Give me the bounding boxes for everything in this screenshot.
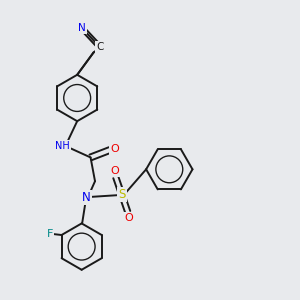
Text: O: O xyxy=(111,166,119,176)
Text: O: O xyxy=(110,144,119,154)
Text: C: C xyxy=(96,42,104,52)
Text: F: F xyxy=(46,229,53,239)
Text: N: N xyxy=(82,191,91,204)
Text: O: O xyxy=(124,213,133,224)
Text: NH: NH xyxy=(55,140,70,151)
Text: N: N xyxy=(78,23,86,33)
Text: S: S xyxy=(118,188,125,201)
